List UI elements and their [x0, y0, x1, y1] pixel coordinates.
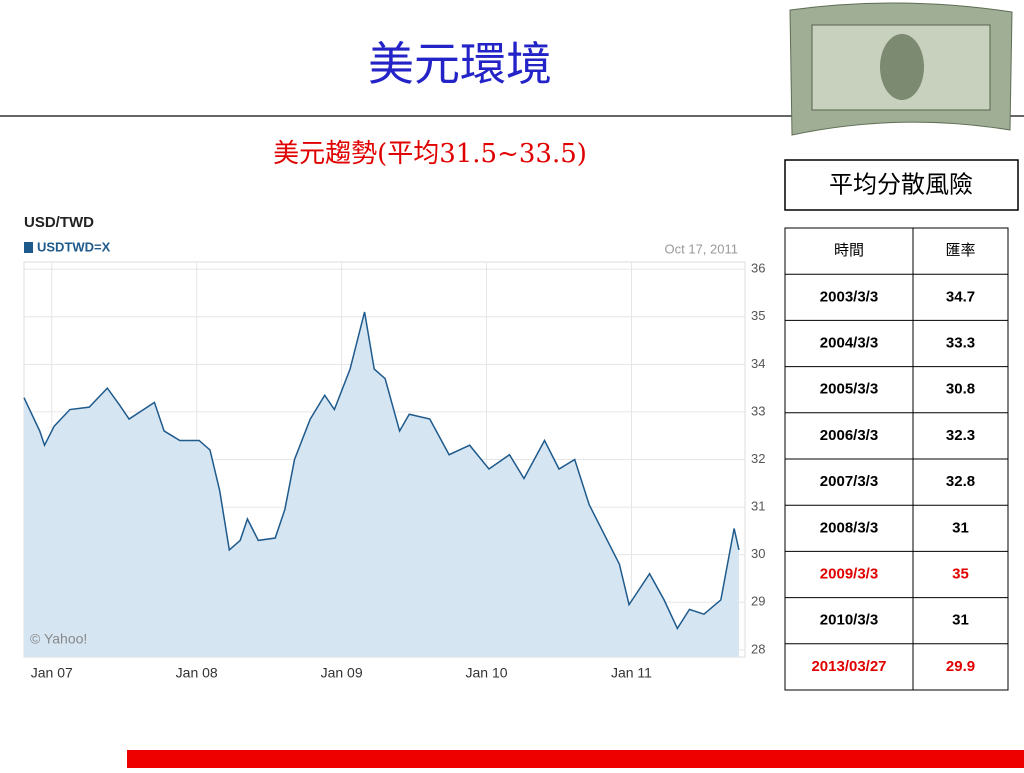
x-tick-label: Jan 11: [611, 665, 652, 681]
chart-date: Oct 17, 2011: [665, 241, 738, 256]
dollar-image: [789, 2, 1013, 136]
x-tick-label: Jan 07: [31, 665, 73, 681]
y-tick-label: 30: [751, 546, 765, 561]
legend-label: USDTWD=X: [37, 239, 111, 254]
y-tick-label: 29: [751, 594, 765, 609]
x-tick-label: Jan 09: [321, 665, 363, 681]
y-tick-label: 35: [751, 308, 765, 323]
y-tick-label: 32: [751, 451, 765, 466]
table-cell: 29.9: [946, 658, 975, 675]
table-cell: 2008/3/3: [820, 519, 878, 536]
x-tick-label: Jan 08: [176, 665, 218, 681]
table-cell: 2004/3/3: [820, 334, 878, 351]
chart-title: USD/TWD: [24, 214, 94, 231]
slide-title: 美元環境: [368, 37, 552, 91]
subtitle: 美元趨勢(平均31.5~33.5): [273, 139, 587, 169]
table-cell: 33.3: [946, 334, 975, 351]
table-cell: 2009/3/3: [820, 565, 878, 582]
table-cell: 34.7: [946, 288, 975, 305]
table-cell: 2013/03/27: [811, 658, 886, 675]
table-cell: 32.8: [946, 473, 975, 490]
footer-bar: [127, 750, 1024, 768]
table-cell: 31: [952, 612, 969, 629]
area-fill: [24, 311, 739, 657]
box-label: 平均分散風險: [829, 171, 973, 199]
table-cell: 35: [952, 565, 969, 582]
table-cell: 2007/3/3: [820, 473, 878, 490]
legend-swatch: [24, 242, 33, 253]
y-tick-label: 36: [751, 261, 765, 276]
y-tick-label: 28: [751, 641, 765, 656]
table-header: 時間: [834, 242, 864, 259]
table-header: 匯率: [945, 242, 975, 259]
line: [23, 311, 740, 631]
table-cell: 2005/3/3: [820, 381, 878, 398]
table-cell: 2003/3/3: [820, 288, 878, 305]
y-tick-label: 31: [751, 499, 765, 514]
table-cell: 2010/3/3: [820, 612, 878, 629]
y-tick-label: 34: [751, 356, 765, 371]
y-tick-label: 33: [751, 403, 765, 418]
label-box: [784, 159, 1019, 211]
table-cell: 2006/3/3: [820, 427, 878, 444]
x-tick-label: Jan 10: [466, 665, 508, 681]
table-cell: 32.3: [946, 427, 975, 444]
table-cell: 31: [952, 519, 969, 536]
credit: © Yahoo!: [30, 631, 87, 647]
table-cell: 30.8: [946, 381, 975, 398]
